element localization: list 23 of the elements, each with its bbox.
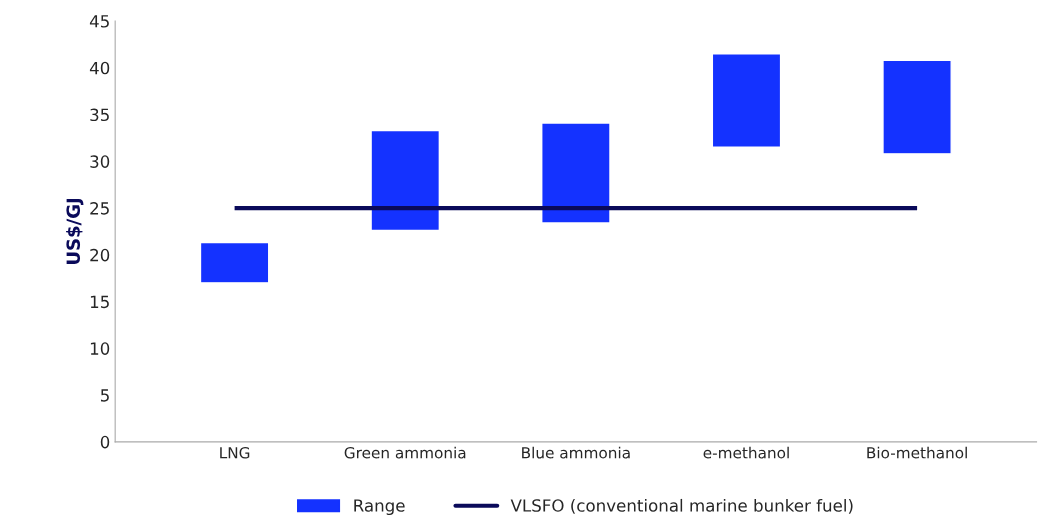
legend-label: Range xyxy=(354,499,405,516)
x-tick-label: e-methanol xyxy=(703,446,789,459)
y-tick-label: 35 xyxy=(90,108,109,122)
y-tick-label: 40 xyxy=(89,61,110,75)
bar xyxy=(882,59,952,155)
bar xyxy=(711,53,782,148)
y-axis-title: US$/GJ xyxy=(66,198,84,264)
x-tick-label: Green ammonia xyxy=(344,446,466,459)
x-tick-label: LNG xyxy=(220,446,250,459)
y-tick-label: 15 xyxy=(90,295,109,309)
x-tick-label: Blue ammonia xyxy=(522,446,630,459)
x-tick-label: Bio-methanol xyxy=(867,446,967,459)
y-tick-label: 10 xyxy=(90,342,110,355)
y-tick-label: 5 xyxy=(100,389,109,402)
legend-label: VLSFO (conventional marine bunker fuel) xyxy=(510,498,853,514)
bar xyxy=(541,122,611,224)
y-tick-label: 25 xyxy=(90,202,109,215)
bar xyxy=(199,241,270,284)
y-tick-label: 45 xyxy=(89,15,109,28)
y-tick-label: 30 xyxy=(90,155,110,168)
y-tick-label: 0 xyxy=(100,435,110,449)
y-tick-label: 20 xyxy=(90,248,110,262)
bar xyxy=(370,129,441,232)
